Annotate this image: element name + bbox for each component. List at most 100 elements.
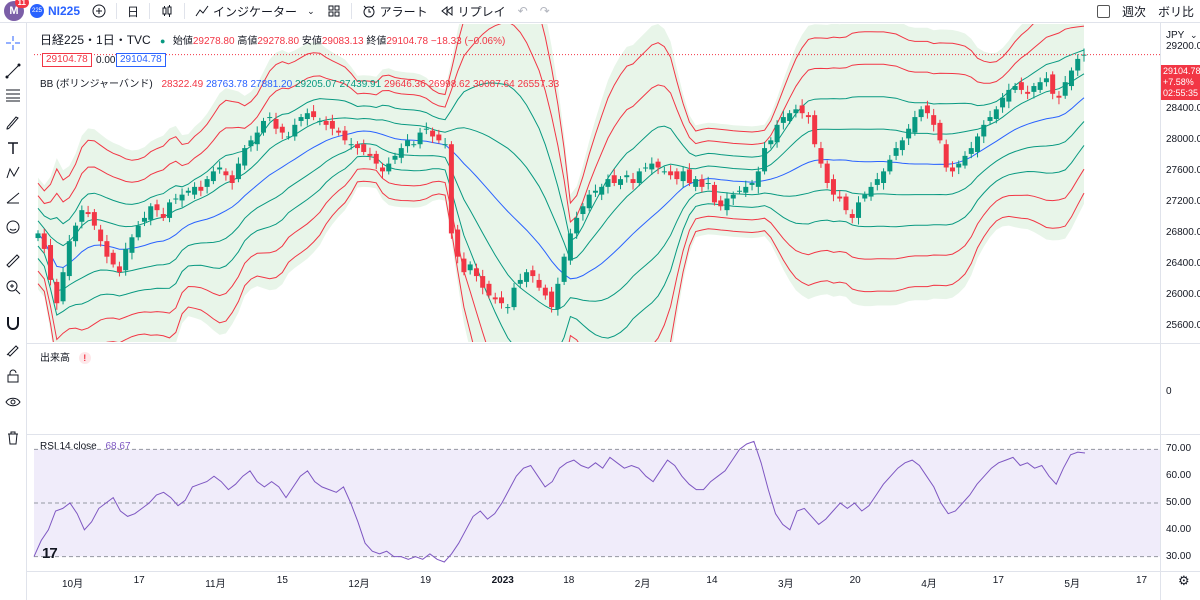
bb-legend: BB (ボリンジャーバンド) 28322.49 28763.78 27881.2… [40, 75, 559, 90]
time-tick: 2月 [634, 579, 651, 590]
weekly-label: 週次 [1121, 4, 1146, 19]
change-value: −18.33 (−0.06%) [430, 36, 506, 47]
candle [104, 241, 110, 257]
candle [217, 167, 223, 170]
bb-band-line [37, 24, 1085, 224]
trash-icon[interactable] [3, 428, 23, 448]
magnet-icon[interactable] [3, 313, 23, 333]
symbol-title[interactable]: 日経225・1日・TVC [40, 33, 151, 47]
sell-price-box[interactable]: 29104.78 [42, 53, 92, 67]
pattern-icon[interactable] [3, 163, 23, 183]
candle [542, 287, 548, 296]
candle [329, 120, 335, 129]
volatility-label[interactable]: ボリ比 [1157, 4, 1194, 19]
price-tick: 25600.00 [1166, 320, 1200, 332]
text-tool-icon[interactable] [3, 138, 23, 158]
candle [505, 307, 511, 309]
candle [693, 179, 699, 187]
alert-button[interactable]: アラート [356, 0, 434, 22]
candle [868, 186, 874, 197]
candle [1025, 91, 1031, 94]
user-avatar[interactable]: M 11 [4, 0, 29, 21]
candle [367, 153, 373, 156]
candle [881, 171, 887, 183]
zoom-in-icon[interactable] [3, 277, 23, 297]
interval-button[interactable]: 日 [127, 4, 140, 19]
warning-icon[interactable]: ! [78, 352, 91, 364]
candle [561, 256, 567, 282]
forecast-icon[interactable] [3, 188, 23, 208]
buy-price-box[interactable]: 29104.78 [116, 53, 166, 67]
time-tick: 19 [420, 575, 432, 586]
chart-type-button[interactable] [154, 0, 180, 22]
redo-button[interactable]: ↷ [534, 0, 556, 22]
trendline-icon[interactable] [3, 61, 23, 81]
settings-gear-icon[interactable]: ⚙ [1178, 573, 1190, 588]
close-value: 29104.78 [386, 36, 429, 47]
candle [975, 136, 981, 152]
candle [536, 279, 542, 288]
candle [549, 291, 555, 308]
candle [242, 148, 248, 166]
crosshair-icon[interactable] [3, 33, 23, 53]
compare-symbol-button[interactable] [86, 0, 112, 22]
weekly-checkbox[interactable] [1096, 4, 1110, 18]
candle [498, 297, 504, 304]
brush-icon[interactable] [3, 113, 23, 133]
currency-label[interactable]: JPY [1166, 30, 1185, 41]
volume-label[interactable]: 出来高 [40, 353, 70, 364]
chart-legend: 日経225・1日・TVC ● 始値29278.80 高値29278.80 安値2… [40, 31, 505, 48]
candle [837, 196, 843, 199]
indicators-button[interactable]: インジケーター ⌄ [189, 0, 321, 22]
candle [223, 171, 229, 176]
candle [649, 163, 655, 170]
candle [824, 163, 830, 183]
replay-button[interactable]: リプレイ [434, 0, 512, 22]
candle [599, 186, 605, 195]
stay-drawing-icon[interactable] [3, 339, 23, 359]
rsi-legend: RSI 14 close 68.67 [40, 441, 131, 452]
undo-icon: ↶ [517, 4, 528, 18]
time-tick: 2023 [491, 575, 514, 586]
candle [160, 214, 166, 218]
indicator-icon [195, 5, 209, 17]
low-label: 安値 [301, 36, 322, 47]
layout-button[interactable] [321, 0, 347, 22]
candle [167, 202, 173, 218]
candle [79, 210, 85, 222]
candle [937, 122, 943, 141]
candle [906, 128, 912, 139]
candle [856, 202, 862, 218]
symbol-search[interactable]: 225 NI225 [24, 0, 86, 22]
tradingview-logo-icon[interactable]: 17 [42, 545, 58, 562]
fib-retracement-icon[interactable] [3, 85, 23, 105]
rsi-label[interactable]: RSI 14 close [40, 441, 97, 452]
time-tick: 18 [563, 575, 575, 586]
price-tick: 26800.00 [1166, 227, 1200, 239]
lock-icon[interactable] [3, 366, 23, 386]
symbol-logo-icon: 225 [30, 4, 44, 18]
time-tick: 12月 [348, 579, 370, 590]
high-value: 29278.80 [257, 36, 300, 47]
candle [812, 115, 818, 145]
candle [830, 179, 836, 195]
eye-icon[interactable] [3, 392, 23, 412]
undo-button[interactable]: ↶ [512, 0, 534, 22]
drawing-toolbar [0, 23, 27, 600]
candle [680, 171, 686, 182]
candle [373, 153, 379, 164]
candle [918, 109, 924, 118]
bb-fill [38, 24, 1084, 342]
candle [655, 161, 661, 168]
volume-legend: 出来高 ! [40, 349, 91, 364]
candle [185, 190, 191, 193]
rsi-tick: 40.00 [1166, 523, 1192, 535]
candle [204, 179, 210, 187]
bb-label[interactable]: BB (ボリンジャーバンド) [40, 79, 153, 90]
ruler-icon[interactable] [3, 251, 23, 271]
time-tick: 17 [133, 575, 145, 586]
emoji-icon[interactable] [3, 217, 23, 237]
candle [711, 184, 717, 203]
candle [993, 109, 999, 120]
